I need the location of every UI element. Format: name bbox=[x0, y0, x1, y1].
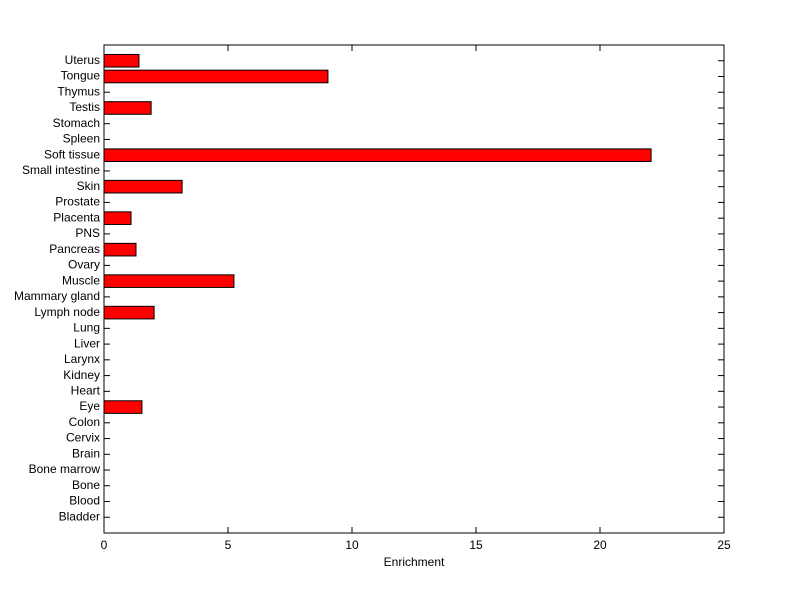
bar bbox=[103, 211, 132, 225]
y-tick-label: Uterus bbox=[65, 53, 100, 67]
y-tick-label: Pancreas bbox=[49, 242, 100, 256]
bar bbox=[103, 242, 137, 257]
x-tick-label: 10 bbox=[345, 538, 359, 552]
bar bbox=[103, 400, 143, 414]
x-tick-label: 20 bbox=[593, 538, 607, 552]
y-tick-label: Placenta bbox=[53, 210, 100, 224]
y-tick-label: Prostate bbox=[55, 195, 100, 209]
y-tick-label: Colon bbox=[69, 415, 100, 429]
y-tick-label: Brain bbox=[72, 446, 100, 460]
bar bbox=[103, 179, 183, 194]
y-tick-label: Mammary gland bbox=[14, 289, 100, 303]
x-axis-label: Enrichment bbox=[384, 555, 445, 569]
y-tick-label: Lymph node bbox=[34, 305, 100, 319]
bar bbox=[103, 305, 155, 320]
bar bbox=[103, 148, 652, 162]
y-tick-label: Skin bbox=[77, 179, 100, 193]
y-tick-label: Tongue bbox=[61, 69, 101, 83]
y-tick-label: Small intestine bbox=[22, 163, 100, 177]
y-tick-label: Heart bbox=[71, 383, 101, 397]
y-tick-label: Spleen bbox=[63, 132, 100, 146]
y-tick-label: Bone bbox=[72, 478, 100, 492]
y-tick-label: Soft tissue bbox=[44, 147, 100, 161]
y-tick-label: Kidney bbox=[63, 368, 100, 382]
x-tick-label: 0 bbox=[101, 538, 108, 552]
y-tick-label: Stomach bbox=[53, 116, 100, 130]
bar bbox=[103, 274, 235, 288]
x-tick-label: 5 bbox=[225, 538, 232, 552]
y-tick-label: Liver bbox=[74, 336, 100, 350]
y-tick-label: Ovary bbox=[68, 258, 100, 272]
y-tick-label: Thymus bbox=[57, 84, 100, 98]
y-tick-label: Larynx bbox=[64, 352, 100, 366]
x-tick-label: 15 bbox=[469, 538, 483, 552]
y-tick-label: Cervix bbox=[66, 431, 100, 445]
y-tick-label: PNS bbox=[75, 226, 100, 240]
y-tick-label: Testis bbox=[69, 100, 100, 114]
bar bbox=[103, 69, 329, 84]
y-tick-label: Eye bbox=[79, 399, 100, 413]
y-tick-label: Bone marrow bbox=[29, 462, 101, 476]
y-tick-label: Lung bbox=[73, 321, 100, 335]
bar bbox=[103, 101, 152, 115]
y-tick-label: Muscle bbox=[62, 273, 100, 287]
plot-area bbox=[103, 44, 725, 534]
bar bbox=[103, 53, 140, 68]
y-tick-label: Blood bbox=[69, 494, 100, 508]
x-tick-label: 25 bbox=[717, 538, 731, 552]
y-tick-label: Bladder bbox=[59, 509, 100, 523]
